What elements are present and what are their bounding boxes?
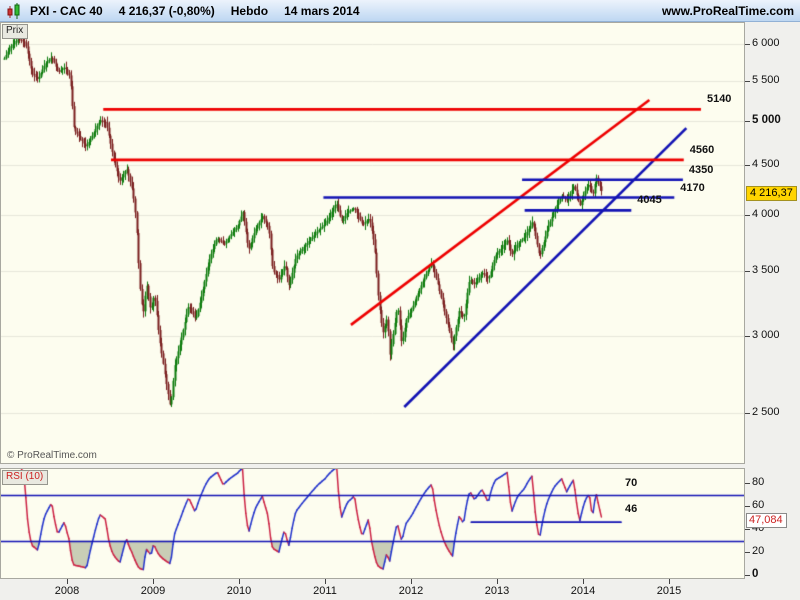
timeframe-label: Hebdo [230, 3, 269, 18]
rsi-axis-label-0: 0 [752, 568, 759, 580]
time-axis-label-2015: 2015 [656, 585, 682, 597]
time-axis-tick [67, 579, 68, 584]
price-axis-label-5000: 5 000 [752, 114, 781, 127]
current-price-badge: 4 216,37 [746, 186, 797, 201]
time-axis[interactable]: 2008 2009 2010 2011 2012 2013 2014 2015 [0, 579, 800, 600]
price-axis-tick [745, 44, 750, 45]
price-axis-label-6000: 6 000 [752, 37, 780, 50]
tab-rsi[interactable]: RSI (10) [2, 470, 49, 485]
time-axis-tick [153, 579, 154, 584]
time-axis-label-2008: 2008 [54, 585, 80, 597]
time-axis-tick [325, 579, 326, 584]
price-axis-label-4500: 4 500 [752, 158, 780, 171]
time-axis-label-2014: 2014 [570, 585, 596, 597]
rsi-axis-tick [745, 506, 750, 507]
time-axis-label-2011: 2011 [313, 585, 337, 597]
rsi-axis-label-20: 20 [752, 545, 765, 558]
price-axis-label-4000: 4 000 [752, 208, 780, 221]
title-bar: PXI - CAC 40 4 216,37 (-0,80%) Hebdo 14 … [0, 0, 800, 22]
price-axis-tick [745, 271, 750, 272]
rsi-axis[interactable]: 47,084 80 60 40 20 0 [745, 468, 800, 580]
price-axis-tick [745, 121, 750, 122]
price-axis-label-5500: 5 500 [752, 73, 780, 86]
price-axis-tick [745, 413, 750, 414]
rsi-support-label-46: 46 [625, 503, 638, 516]
price-axis-tick [745, 215, 750, 216]
rsi-axis-label-80: 80 [752, 476, 765, 489]
instrument-name: PXI - CAC 40 [30, 3, 103, 18]
rsi-axis-tick [745, 575, 750, 576]
rsi-value-box: 47,084 [746, 513, 787, 528]
time-axis-label-2012: 2012 [398, 585, 424, 597]
rsi-canvas[interactable] [1, 469, 744, 578]
time-axis-tick [411, 579, 412, 584]
price-chart-panel: Prix © ProRealTime.com 5140 4560 4350 4170 4… [0, 22, 745, 464]
last-price-change: 4 216,37 (-0,80%) [118, 3, 215, 18]
date-label: 14 mars 2014 [284, 3, 360, 18]
time-axis-tick [669, 579, 670, 584]
rsi-level-label-70: 70 [625, 476, 638, 489]
price-axis-label-2500: 2 500 [752, 406, 780, 419]
price-axis[interactable]: 4 216,37 6 000 5 500 5 000 4 500 4 000 3 500 3… [745, 22, 800, 468]
time-axis-tick [497, 579, 498, 584]
time-axis-label-2013: 2013 [484, 585, 510, 597]
website-label: www.ProRealTime.com [661, 3, 794, 18]
time-axis-label-2009: 2009 [140, 585, 166, 597]
price-axis-tick [745, 336, 750, 337]
price-axis-label-3500: 3 500 [752, 264, 780, 277]
price-level-label-4170: 4170 [680, 181, 705, 194]
price-chart-canvas[interactable] [1, 23, 744, 463]
price-axis-tick [745, 165, 750, 166]
time-axis-label-2010: 2010 [226, 585, 252, 597]
rsi-panel: RSI (10) 70 46 [0, 468, 745, 579]
rsi-axis-label-60: 60 [752, 499, 765, 512]
price-level-label-4350: 4350 [688, 163, 714, 176]
price-level-label-4045: 4045 [637, 194, 662, 207]
copyright-label: © ProRealTime.com [7, 450, 97, 461]
rsi-axis-tick [745, 529, 750, 530]
price-level-label-4560: 4560 [689, 143, 715, 156]
price-axis-label-3000: 3 000 [752, 329, 780, 342]
rsi-axis-tick [745, 483, 750, 484]
price-level-label-5140: 5140 [706, 93, 732, 106]
time-axis-tick [583, 579, 584, 584]
rsi-axis-tick [745, 552, 750, 553]
candlestick-icon [6, 2, 22, 20]
time-axis-tick [239, 579, 240, 584]
tab-prix[interactable]: Prix [2, 24, 29, 39]
price-axis-tick [745, 81, 750, 82]
